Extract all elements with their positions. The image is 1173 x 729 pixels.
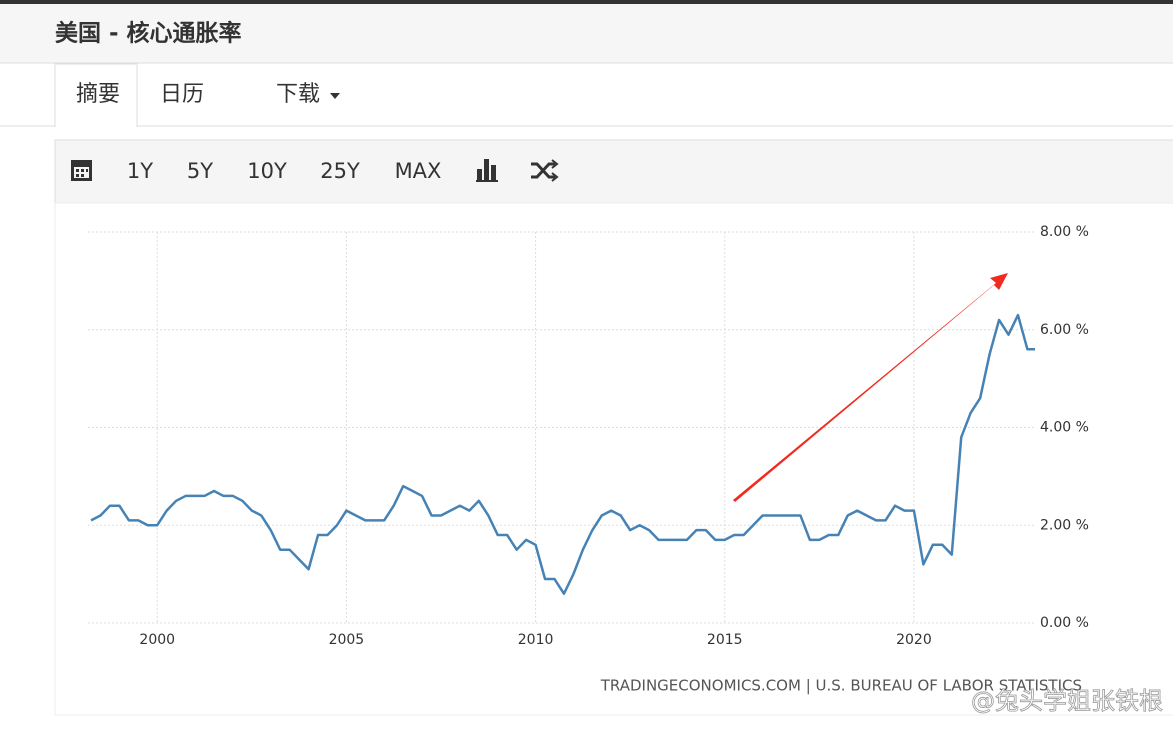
top-bar: [0, 0, 1173, 4]
line: [90, 313, 1035, 595]
x-tick-label: 2005: [329, 632, 365, 648]
tab[interactable]: 下载: [276, 82, 320, 107]
y-tick-label: 6.00 %: [1040, 322, 1089, 338]
range-button[interactable]: MAX: [395, 159, 442, 183]
page-title: 美国 - 核心通胀率: [55, 20, 242, 47]
x-tick-label: 2015: [707, 632, 743, 648]
x-tick-label: 2000: [139, 632, 175, 648]
bar-chart-icon[interactable]: [476, 159, 498, 182]
range-button[interactable]: 5Y: [187, 159, 213, 183]
annotation-arrow: [733, 273, 1008, 502]
y-tick-label: 2.00 %: [1040, 517, 1089, 533]
tab[interactable]: 日历: [160, 82, 204, 107]
shuffle-icon[interactable]: [531, 159, 559, 182]
plot: 0.00 % 2.00 % 4.00 % 6.00 % 8.00 % 2000 2005 20…: [88, 224, 1089, 648]
dropdown-caret[interactable]: [330, 93, 340, 99]
x-tick-label: 2020: [896, 632, 932, 648]
y-tick-label: 4.00 %: [1040, 420, 1089, 436]
source: TRADINGECONOMICS.COM | U.S. BUREAU OF LA…: [600, 677, 1082, 695]
range-button[interactable]: 25Y: [320, 159, 360, 183]
range-button[interactable]: 10Y: [247, 159, 287, 183]
y-tick-label: 0.00 %: [1040, 615, 1089, 631]
calendar-icon[interactable]: [71, 160, 92, 181]
header-bg: [0, 4, 1173, 63]
chart-panel: [54, 202, 1173, 716]
tab[interactable]: 摘要: [76, 82, 120, 107]
y-tick-label: 8.00 %: [1040, 224, 1089, 240]
watermark: @兔头学姐张铁根: [971, 687, 1163, 715]
active-tab[interactable]: [54, 63, 138, 127]
range-button[interactable]: 1Y: [127, 159, 153, 183]
toolbar: [54, 139, 1173, 204]
x-tick-label: 2010: [518, 632, 554, 648]
